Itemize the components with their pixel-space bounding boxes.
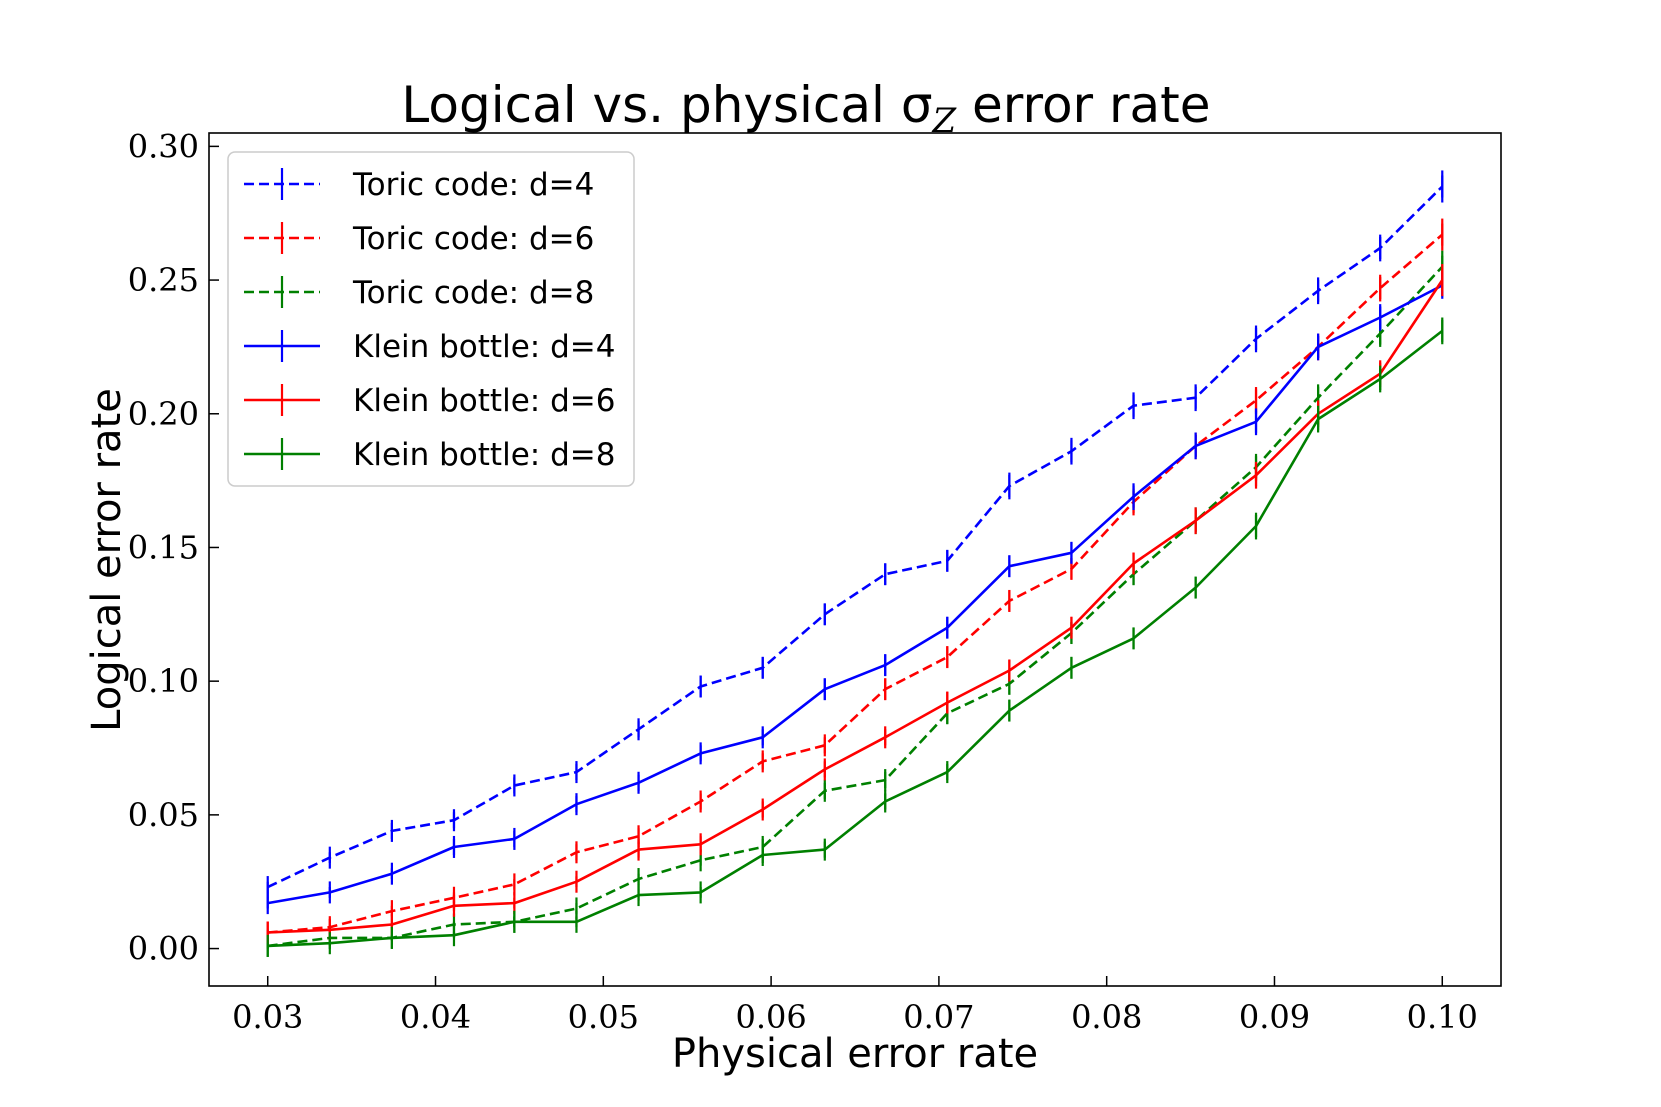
series-line [267, 284, 1443, 905]
x-tick-label: 0.09 [1239, 998, 1310, 1036]
chart-title: Logical vs. physical σZ error rate [401, 76, 1210, 141]
y-tick-label: 0.20 [128, 395, 199, 433]
legend-item: Klein bottle: d=4 [244, 329, 615, 365]
legend-label: Toric code: d=4 [352, 167, 594, 203]
legend-label: Toric code: d=6 [352, 221, 594, 257]
chart-title-suffix: error rate [956, 76, 1210, 134]
legend-item: Klein bottle: d=8 [244, 437, 615, 473]
legend-box [227, 151, 635, 487]
x-tick-label: 0.03 [232, 998, 303, 1036]
series-layer [266, 170, 1444, 957]
series-line [267, 233, 1444, 934]
series-4 [266, 272, 1444, 915]
y-tick-label: 0.15 [128, 528, 199, 566]
series-line [267, 279, 1444, 934]
x-tick-label: 0.06 [735, 998, 806, 1036]
x-tick-label: 0.05 [568, 998, 639, 1036]
chart-title-subscript: Z [932, 101, 958, 141]
legend-items: Toric code: d=4 Toric code: d=6 Toric code… [244, 167, 615, 473]
legend-label: Klein bottle: d=6 [353, 383, 615, 419]
chart-title-main: Logical vs. physical σ [401, 76, 932, 134]
x-axis-label: Physical error rate [672, 1031, 1038, 1077]
y-axis: 0.00 0.05 0.10 0.15 0.20 0.25 0.30 [128, 127, 219, 968]
y-tick-label: 0.10 [128, 662, 199, 700]
x-tick-label: 0.08 [1071, 998, 1142, 1036]
series-line [267, 329, 1444, 948]
x-tick-label: 0.10 [1407, 998, 1478, 1036]
y-axis-label: Logical error rate [84, 388, 130, 732]
y-tick-label: 0.00 [128, 930, 199, 968]
legend-label: Toric code: d=8 [352, 275, 594, 311]
y-tick-label: 0.30 [128, 127, 199, 165]
plot-area [208, 132, 1502, 987]
series-1 [266, 170, 1444, 899]
x-tick-label: 0.07 [903, 998, 974, 1036]
legend-item: Toric code: d=4 [244, 167, 594, 203]
y-tick-label: 0.25 [128, 261, 199, 299]
legend-item: Toric code: d=6 [244, 221, 594, 257]
series-6 [266, 317, 1444, 957]
x-axis: 0.03 0.04 0.05 0.06 0.07 0.08 0.09 0.10 [232, 976, 1478, 1036]
legend: Toric code: d=4 Toric code: d=6 Toric code… [227, 151, 635, 487]
legend-label: Klein bottle: d=4 [353, 329, 615, 365]
series-line [267, 265, 1444, 948]
series-line [267, 185, 1444, 889]
legend-item: Klein bottle: d=6 [244, 383, 615, 419]
legend-label: Klein bottle: d=8 [353, 437, 615, 473]
legend-item: Toric code: d=8 [244, 275, 594, 311]
x-tick-label: 0.04 [400, 998, 471, 1036]
y-tick-label: 0.05 [128, 796, 199, 834]
plot-frame [208, 132, 1502, 987]
